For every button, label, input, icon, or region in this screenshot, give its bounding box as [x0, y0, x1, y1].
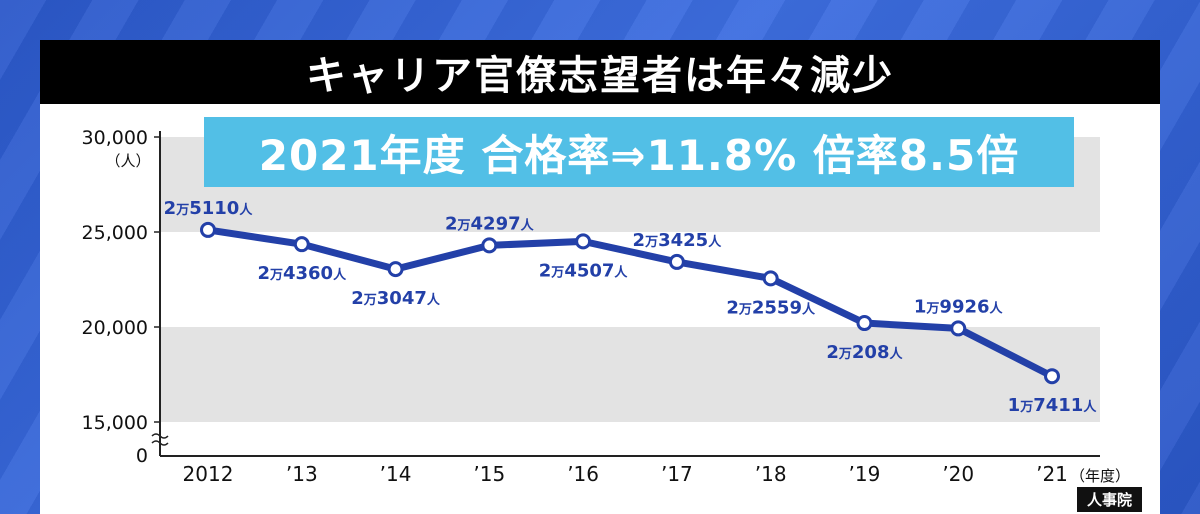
data-point: [575, 233, 592, 250]
data-point: [1044, 368, 1060, 385]
pass-rate-banner: 2021年度 合格率⇒11.8% 倍率8.5倍: [204, 117, 1074, 187]
data-label: 2万4297人: [445, 213, 535, 234]
data-label: 2万208人: [826, 342, 903, 363]
data-label: 2万4507人: [539, 260, 629, 281]
data-point: [293, 236, 310, 253]
x-tick-label: ’17: [661, 462, 693, 486]
x-tick-label: ’18: [755, 462, 787, 486]
data-label: 2万5110人: [164, 198, 254, 219]
data-point: [481, 237, 498, 254]
axis-break-mark: [151, 433, 169, 446]
x-tick-label: ’20: [942, 462, 974, 486]
title-bar: キャリア官僚志望者は年々減少: [40, 40, 1160, 104]
x-axis-unit: （年度）: [1070, 467, 1130, 485]
y-tick-label: 25,000: [82, 222, 148, 244]
x-tick-label: ’19: [849, 462, 881, 486]
data-point: [387, 261, 404, 278]
data-label: 2万2559人: [726, 297, 816, 318]
data-label: 2万3047人: [351, 288, 441, 309]
series-line: [207, 226, 1054, 380]
y-tick-label: 30,000: [82, 127, 148, 149]
source-label: 人事院: [1076, 487, 1142, 512]
data-point: [950, 320, 967, 337]
x-tick-label: ’16: [567, 462, 599, 486]
y-tick-label: 20,000: [82, 317, 148, 339]
banner-text: 2021年度 合格率⇒11.8% 倍率8.5倍: [258, 130, 1020, 180]
data-label: 1万7411人: [1008, 395, 1098, 416]
y-tick-label: 0: [136, 445, 148, 467]
x-tick-label: 2012: [183, 462, 234, 486]
x-tick-label: ’13: [286, 462, 318, 486]
data-label: 2万3425人: [633, 230, 723, 251]
data-label: 1万9926人: [914, 296, 1004, 317]
x-tick-label: ’21: [1036, 462, 1068, 486]
data-point: [200, 221, 216, 238]
grid-band: [160, 327, 1100, 422]
x-tick-label: ’14: [380, 462, 412, 486]
chart-title: キャリア官僚志望者は年々減少: [306, 53, 894, 99]
data-point: [762, 270, 779, 287]
y-axis-unit: （人）: [105, 152, 150, 170]
data-point: [668, 253, 685, 270]
data-label: 2万4360人: [257, 263, 347, 284]
x-tick-label: ’15: [473, 462, 505, 486]
data-point: [856, 315, 873, 332]
y-tick-label: 15,000: [82, 412, 148, 434]
